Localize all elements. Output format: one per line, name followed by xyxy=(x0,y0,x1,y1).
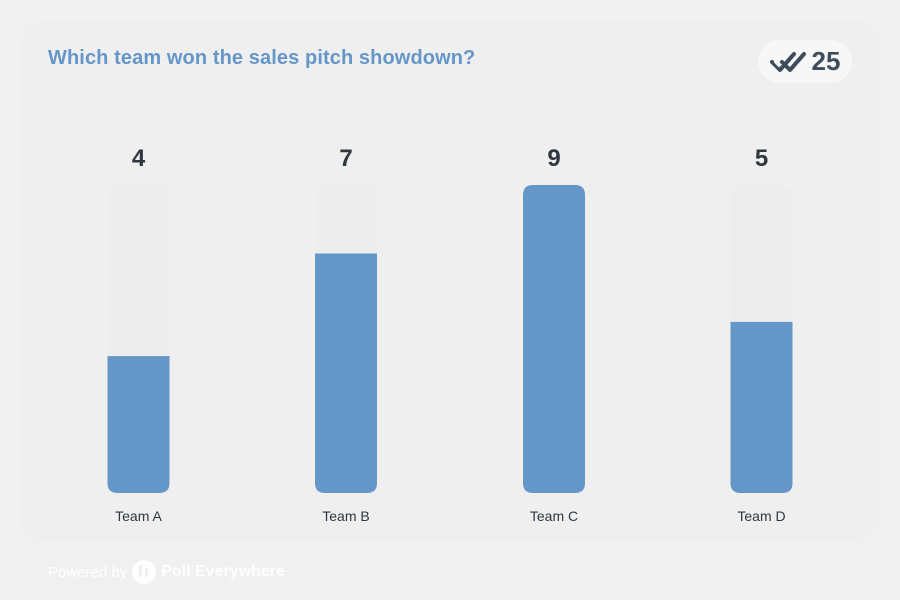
powered-by-text: Powered by xyxy=(48,563,128,581)
poll-question-title: Which team won the sales pitch showdown? xyxy=(48,47,476,69)
bar-value-label: 5 xyxy=(755,145,768,172)
bar-value-label: 9 xyxy=(547,145,560,172)
response-count: 25 xyxy=(811,46,841,76)
powered-by-footer: Powered by Poll Everywhere xyxy=(48,560,285,584)
bar-value-label: 7 xyxy=(339,145,352,172)
double-check-icon xyxy=(769,51,806,72)
response-count-badge: 25 xyxy=(758,40,852,83)
category-label: Team C xyxy=(530,508,578,524)
bar-team-d xyxy=(730,321,793,493)
bars-layer: 4 Team A 7 Team B 9 Team C 5 Team D xyxy=(107,145,793,524)
bar-value-label: 4 xyxy=(132,145,146,172)
category-label: Team A xyxy=(115,508,162,524)
poll-everywhere-logo-icon xyxy=(132,560,157,584)
bar-team-b xyxy=(315,253,377,493)
bar-team-c xyxy=(523,185,585,493)
poll-everywhere-brand: Poll Everywhere xyxy=(161,563,285,580)
category-label: Team B xyxy=(322,508,369,524)
category-label: Team D xyxy=(737,508,785,524)
bar-team-a xyxy=(107,356,170,493)
